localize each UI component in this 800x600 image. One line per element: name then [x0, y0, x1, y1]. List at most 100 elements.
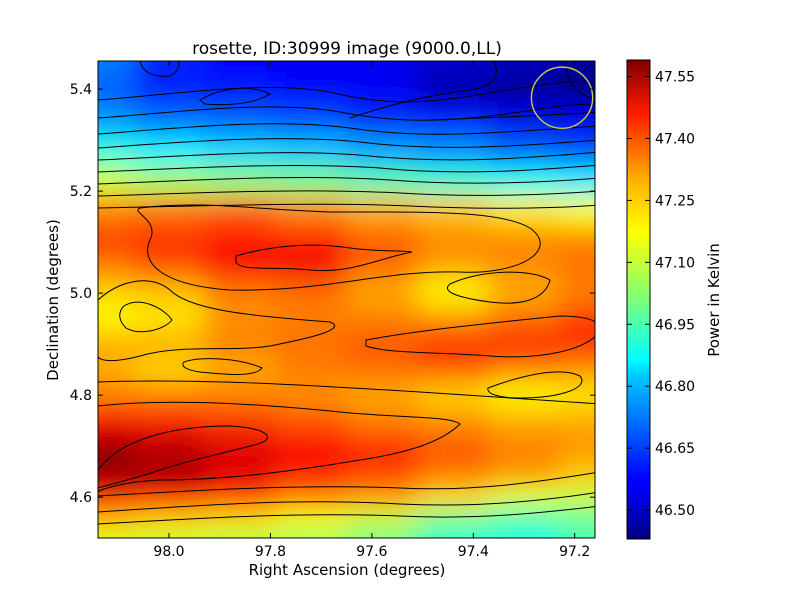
heatmap-cell	[275, 484, 347, 508]
heatmap-cell	[488, 104, 560, 136]
heatmap-cell	[559, 407, 595, 434]
heatmap-cell	[346, 527, 418, 538]
colorbar-gradient	[626, 59, 651, 540]
heatmap-cell	[417, 527, 489, 538]
contour-line	[98, 176, 595, 185]
heatmap-cell	[488, 61, 560, 76]
heatmap-cell	[275, 254, 347, 281]
heatmap-cell	[275, 280, 347, 307]
contour-line	[98, 401, 461, 493]
contour-line	[139, 61, 180, 77]
heatmap-cell	[133, 407, 205, 434]
heatmap-cell	[417, 433, 489, 460]
colorbar-tick-label: 46.50	[655, 503, 695, 519]
heatmap-cell	[98, 196, 134, 228]
heatmap-cell	[488, 407, 560, 434]
contour-line	[429, 111, 595, 121]
heatmap-cell	[204, 61, 276, 76]
x-tick-label: 97.8	[255, 544, 286, 560]
heatmap-cell	[559, 104, 595, 136]
heatmap-cell	[559, 331, 595, 358]
colorbar-tick-label: 46.95	[655, 317, 695, 333]
heatmap-cell	[98, 331, 134, 358]
y-tick-label: 4.8	[70, 388, 92, 404]
heatmap-cell	[346, 433, 418, 460]
heatmap-cell	[559, 134, 595, 167]
plot-frame	[97, 60, 596, 539]
heatmap-cell	[417, 507, 489, 529]
heatmap-cell	[346, 407, 418, 434]
heatmap-cell	[133, 331, 205, 358]
heatmap-cell	[204, 196, 276, 228]
heatmap-cell	[559, 61, 595, 76]
heatmap-cell	[275, 382, 347, 409]
heatmap-cell	[98, 305, 134, 332]
heatmap-cell	[488, 507, 560, 529]
heatmap-cell	[559, 305, 595, 332]
heatmap-cell	[98, 134, 134, 167]
contour-line	[235, 244, 413, 272]
heatmap-cell	[133, 226, 205, 256]
heatmap-cell	[133, 356, 205, 383]
heatmap-cell	[417, 226, 489, 256]
heatmap-cell	[559, 527, 595, 538]
y-tick-label: 5.4	[70, 82, 92, 98]
heatmap-cell	[346, 507, 418, 529]
contour-line	[98, 425, 268, 489]
contour-line	[98, 506, 595, 525]
x-tick-label: 98.0	[153, 544, 184, 560]
heatmap-cell	[559, 356, 595, 383]
contour-line	[98, 190, 595, 197]
heatmap-cell	[559, 458, 595, 485]
heatmap-cell	[133, 61, 205, 76]
contour-line	[199, 87, 271, 106]
heatmap-cell	[488, 527, 560, 538]
heatmap-cell	[488, 75, 560, 105]
colorbar-tick-label: 47.55	[655, 70, 695, 86]
heatmap-cell	[133, 484, 205, 508]
heatmap-cell	[204, 280, 276, 307]
heatmap-cell	[275, 305, 347, 332]
heatmap-cell	[417, 254, 489, 281]
heatmap-cell	[488, 331, 560, 358]
heatmap-cell	[98, 356, 134, 383]
contour-line	[365, 315, 595, 358]
heatmap-cell	[204, 226, 276, 256]
heatmap-cell	[417, 458, 489, 485]
heatmap-cell	[346, 458, 418, 485]
contour-line	[98, 164, 595, 173]
heatmap-cell	[133, 433, 205, 460]
contour-line	[98, 280, 336, 362]
heatmap-cell	[204, 356, 276, 383]
heatmap-cell	[133, 134, 205, 167]
contour-line	[487, 371, 583, 399]
heatmap-cell	[559, 382, 595, 409]
heatmap-cell	[204, 331, 276, 358]
heatmap-cell	[346, 61, 418, 76]
x-axis: 98.0 97.8 97.6 97.4 97.2	[153, 61, 590, 560]
heatmap-cell	[488, 196, 560, 228]
heatmap-cell	[417, 356, 489, 383]
x-tick-label: 97.4	[458, 544, 489, 560]
heatmap-cell	[488, 356, 560, 383]
contour-line	[98, 123, 595, 135]
heatmap-cell	[275, 356, 347, 383]
colorbar-ticks: 46.50 46.65 46.80 46.95 47.10 47.25 47.40 47.55	[627, 70, 695, 519]
y-axis: 4.6 4.8 5.0 5.2 5.4	[70, 82, 595, 506]
heatmap-cell	[417, 484, 489, 508]
heatmap-cell	[133, 507, 205, 529]
x-tick-label: 97.2	[559, 544, 590, 560]
heatmap-cell	[346, 331, 418, 358]
heatmap-cell	[346, 280, 418, 307]
chart-title: rosette, ID:30999 image (9000.0,LL)	[192, 39, 502, 59]
colorbar: 46.50 46.65 46.80 46.95 47.10 47.25 47.40 47.55…	[626, 59, 723, 540]
heatmap-cell	[98, 527, 134, 538]
heatmap-cell	[346, 75, 418, 105]
contour-line	[349, 61, 497, 119]
heatmap-cell	[204, 305, 276, 332]
heatmap-cell	[417, 75, 489, 105]
heatmap-cell	[417, 165, 489, 197]
heatmap-cell	[488, 433, 560, 460]
heatmap-cell	[204, 507, 276, 529]
contour-line	[98, 492, 595, 513]
